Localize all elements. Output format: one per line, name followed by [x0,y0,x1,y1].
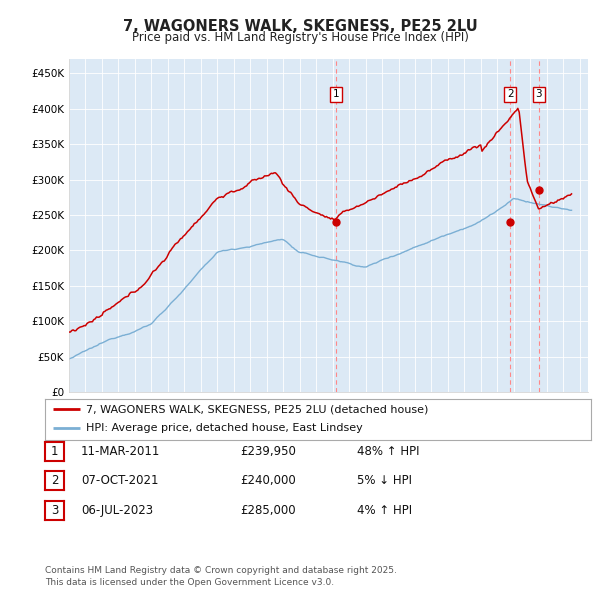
Text: 5% ↓ HPI: 5% ↓ HPI [357,474,412,487]
Text: 11-MAR-2011: 11-MAR-2011 [81,445,160,458]
Text: 1: 1 [332,90,339,100]
Text: £239,950: £239,950 [240,445,296,458]
Text: £240,000: £240,000 [240,474,296,487]
Text: 07-OCT-2021: 07-OCT-2021 [81,474,158,487]
Text: 48% ↑ HPI: 48% ↑ HPI [357,445,419,458]
Text: 06-JUL-2023: 06-JUL-2023 [81,504,153,517]
Text: HPI: Average price, detached house, East Lindsey: HPI: Average price, detached house, East… [86,423,362,433]
Text: 4% ↑ HPI: 4% ↑ HPI [357,504,412,517]
Text: Contains HM Land Registry data © Crown copyright and database right 2025.
This d: Contains HM Land Registry data © Crown c… [45,566,397,587]
Text: 3: 3 [535,90,542,100]
Text: 7, WAGONERS WALK, SKEGNESS, PE25 2LU (detached house): 7, WAGONERS WALK, SKEGNESS, PE25 2LU (de… [86,405,428,414]
Text: Price paid vs. HM Land Registry's House Price Index (HPI): Price paid vs. HM Land Registry's House … [131,31,469,44]
Text: 7, WAGONERS WALK, SKEGNESS, PE25 2LU: 7, WAGONERS WALK, SKEGNESS, PE25 2LU [122,19,478,34]
Text: 1: 1 [51,445,58,458]
Text: 3: 3 [51,504,58,517]
Text: £285,000: £285,000 [240,504,296,517]
Text: 2: 2 [51,474,58,487]
Text: 2: 2 [507,90,514,100]
